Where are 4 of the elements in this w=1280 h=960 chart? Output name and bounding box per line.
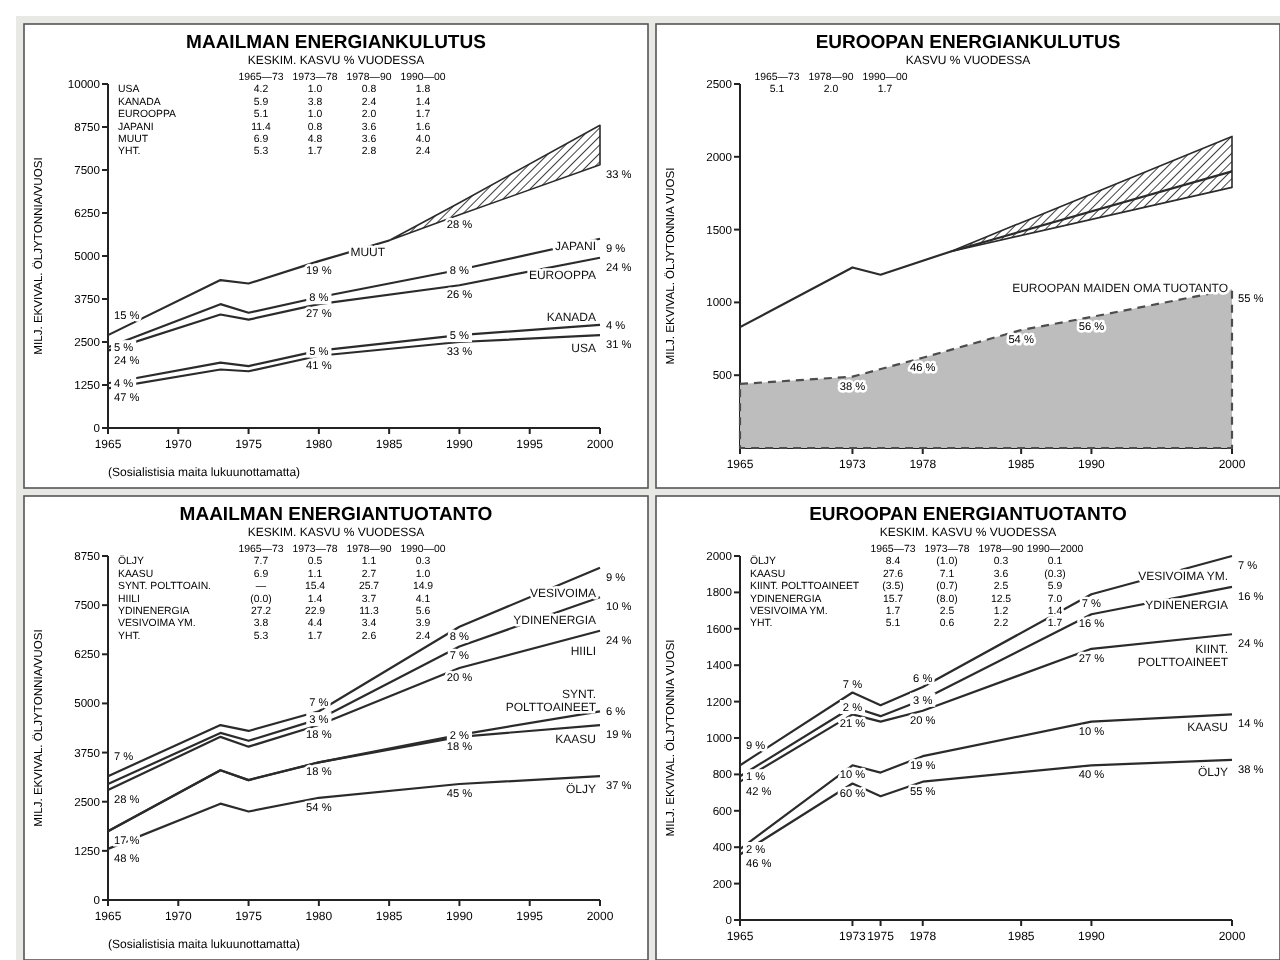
chart-title: EUROOPAN ENERGIANKULUTUS [815, 32, 1121, 54]
chart-title: MAAILMAN ENERGIANKULUTUS [186, 32, 486, 54]
chart-title: EUROOPAN ENERGIANTUOTANTO [809, 504, 1127, 526]
chart-title: MAAILMAN ENERGIANTUOTANTO [179, 504, 493, 526]
